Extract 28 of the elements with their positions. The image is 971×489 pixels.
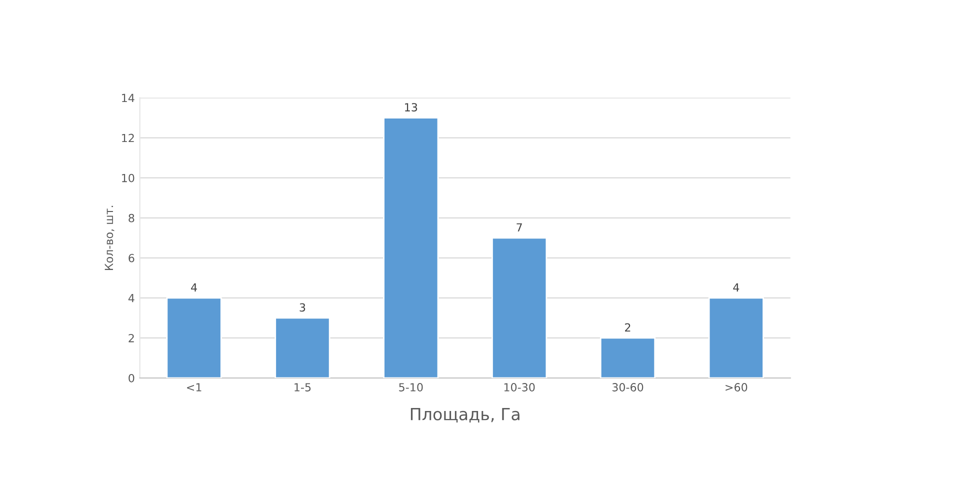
y-tick-label: 6 xyxy=(128,254,134,262)
data-label: 3 xyxy=(300,303,306,312)
y-tick-label: 10 xyxy=(122,174,134,182)
bar xyxy=(492,237,548,378)
y-tick-label: 14 xyxy=(122,94,134,102)
x-tick-label: 10-30 xyxy=(504,383,535,392)
x-tick-label: 30-60 xyxy=(612,383,644,392)
y-tick-label: 12 xyxy=(122,134,134,142)
y-axis-title: Кол-во, шт. xyxy=(104,206,114,270)
x-tick-label: <1 xyxy=(187,383,202,392)
y-tick-label: 8 xyxy=(128,214,134,222)
bar xyxy=(166,297,222,378)
x-tick-label: 1-5 xyxy=(294,383,311,392)
x-tick-label: >60 xyxy=(726,383,748,392)
data-label: 7 xyxy=(516,223,522,232)
y-tick-label: 0 xyxy=(128,374,134,382)
y-tick-label: 4 xyxy=(128,294,134,302)
data-label: 13 xyxy=(405,103,418,112)
data-label: 4 xyxy=(733,283,740,292)
bar xyxy=(600,337,656,378)
x-axis-title: Площадь, Га xyxy=(410,408,520,422)
bar xyxy=(274,317,330,378)
bar xyxy=(383,117,439,378)
data-label: 4 xyxy=(191,283,197,292)
y-tick-label: 2 xyxy=(128,334,134,342)
bar xyxy=(708,297,764,378)
data-label: 2 xyxy=(625,323,630,332)
x-tick-label: 5-10 xyxy=(399,383,423,392)
